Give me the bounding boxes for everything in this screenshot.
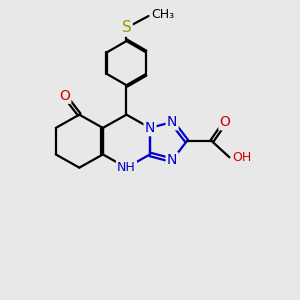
Text: N: N [167, 115, 177, 129]
Text: NH: NH [117, 161, 136, 174]
Text: O: O [220, 115, 230, 129]
Text: N: N [167, 153, 177, 167]
Text: O: O [59, 88, 70, 103]
Text: N: N [145, 121, 155, 135]
Text: S: S [122, 20, 131, 35]
Text: CH₃: CH₃ [152, 8, 175, 21]
Text: OH: OH [232, 152, 251, 164]
